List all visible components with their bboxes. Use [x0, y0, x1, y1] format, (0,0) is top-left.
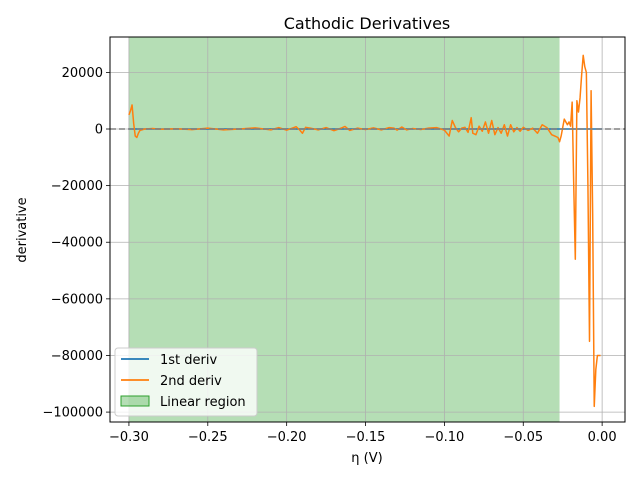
- y-tick-label-5: 0: [95, 123, 103, 138]
- x-tick-label-0: −0.30: [109, 430, 149, 445]
- legend-swatch-linear-region: [120, 395, 150, 407]
- y-axis-label: derivative: [15, 197, 30, 262]
- x-tick-label-5: −0.05: [503, 430, 543, 445]
- legend: 1st deriv 2nd deriv Linear region: [114, 347, 258, 417]
- x-tick-label-6: 0.00: [588, 430, 617, 445]
- x-tick-label-4: −0.10: [424, 430, 464, 445]
- x-tick-label-2: −0.20: [267, 430, 307, 445]
- legend-label-linear-region: Linear region: [160, 395, 246, 410]
- x-tick-label-3: −0.15: [346, 430, 386, 445]
- y-tick-label-3: −40000: [51, 236, 103, 251]
- legend-label-1st-deriv: 1st deriv: [160, 353, 217, 368]
- y-tick-label-4: −20000: [51, 179, 103, 194]
- y-tick-label-0: −100000: [42, 406, 103, 421]
- legend-label-2nd-deriv: 2nd deriv: [160, 374, 222, 389]
- x-axis-label: η (V): [351, 451, 382, 466]
- y-tick-label-2: −60000: [51, 292, 103, 307]
- y-tick-label-6: 20000: [62, 66, 103, 81]
- y-tick-label-1: −80000: [51, 349, 103, 364]
- axes-frame: [109, 36, 626, 423]
- x-tick-label-1: −0.25: [188, 430, 228, 445]
- chart-title: Cathodic Derivatives: [284, 14, 451, 33]
- legend-box: [114, 347, 258, 417]
